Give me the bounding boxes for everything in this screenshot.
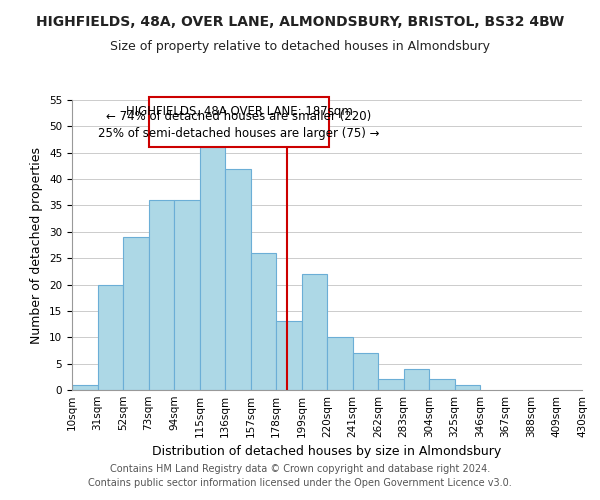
Text: HIGHFIELDS, 48A, OVER LANE, ALMONDSBURY, BRISTOL, BS32 4BW: HIGHFIELDS, 48A, OVER LANE, ALMONDSBURY,… — [36, 15, 564, 29]
Bar — [123, 237, 149, 390]
Text: Size of property relative to detached houses in Almondsbury: Size of property relative to detached ho… — [110, 40, 490, 53]
Bar — [251, 253, 276, 390]
Bar — [276, 322, 302, 390]
Bar — [429, 380, 455, 390]
X-axis label: Distribution of detached houses by size in Almondsbury: Distribution of detached houses by size … — [152, 446, 502, 458]
Bar — [72, 384, 97, 390]
Y-axis label: Number of detached properties: Number of detached properties — [31, 146, 43, 344]
Bar — [149, 98, 329, 148]
Bar — [225, 168, 251, 390]
Text: 25% of semi-detached houses are larger (75) →: 25% of semi-detached houses are larger (… — [98, 127, 380, 140]
Bar — [327, 338, 353, 390]
Bar — [97, 284, 123, 390]
Bar — [353, 353, 378, 390]
Bar — [174, 200, 199, 390]
Bar — [455, 384, 480, 390]
Bar — [149, 200, 174, 390]
Text: Contains HM Land Registry data © Crown copyright and database right 2024.
Contai: Contains HM Land Registry data © Crown c… — [88, 464, 512, 487]
Bar — [302, 274, 327, 390]
Text: ← 74% of detached houses are smaller (220): ← 74% of detached houses are smaller (22… — [106, 110, 371, 123]
Text: HIGHFIELDS, 48A OVER LANE: 187sqm: HIGHFIELDS, 48A OVER LANE: 187sqm — [125, 104, 352, 118]
Bar — [404, 369, 429, 390]
Bar — [200, 148, 225, 390]
Bar — [378, 380, 404, 390]
